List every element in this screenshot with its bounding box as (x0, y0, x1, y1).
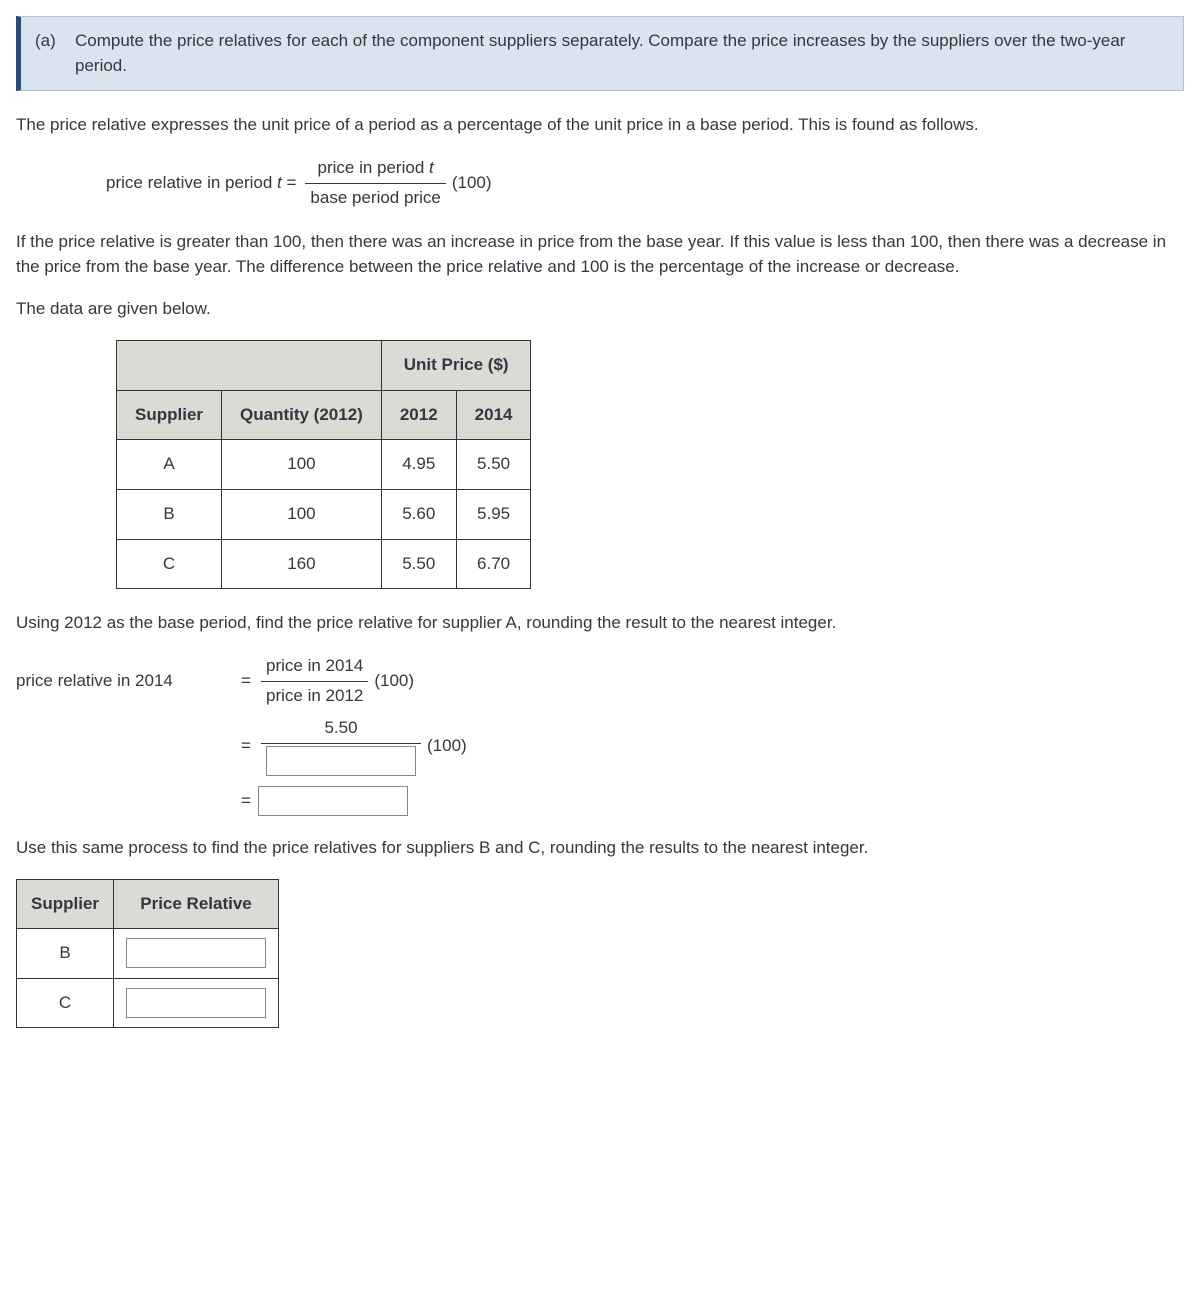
formula-lhs-prefix: price relative in period (106, 173, 277, 192)
data-table: Unit Price ($) Supplier Quantity (2012) … (116, 340, 531, 589)
paragraph-4: Using 2012 as the base period, find the … (16, 611, 1184, 636)
table-row: A 100 4.95 5.50 (117, 440, 531, 490)
formula-numerator: price in period t (313, 156, 439, 183)
col-price-relative: Price Relative (114, 879, 279, 929)
equation-supplier-a: price relative in 2014 = price in 2014 p… (16, 654, 1184, 816)
cell: 160 (222, 539, 382, 589)
col-2012: 2012 (381, 390, 456, 440)
question-text: Compute the price relatives for each of … (75, 29, 1169, 78)
result-input-a[interactable] (258, 786, 408, 816)
formula-num-var: t (429, 158, 434, 177)
formula-denominator: base period price (305, 183, 445, 211)
eq-lhs: price relative in 2014 (16, 669, 234, 694)
formula-lhs-suffix: = (282, 173, 297, 192)
cell: 100 (222, 440, 382, 490)
table-blank-header (117, 341, 382, 391)
formula-fraction: price in period t base period price (305, 156, 445, 210)
cell: 6.70 (456, 539, 531, 589)
formula-price-relative: price relative in period t = price in pe… (106, 156, 1184, 210)
table-row: B (17, 929, 279, 979)
cell: 5.60 (381, 490, 456, 540)
equals-sign: = (234, 669, 258, 694)
question-box: (a) Compute the price relatives for each… (16, 16, 1184, 91)
cell: B (17, 929, 114, 979)
eq-fraction-2: 5.50 (261, 716, 421, 776)
question-label: (a) (35, 29, 75, 78)
eq-num: price in 2014 (261, 654, 368, 681)
result-table: Supplier Price Relative B C (16, 879, 279, 1029)
cell: 5.50 (381, 539, 456, 589)
cell: 100 (222, 490, 382, 540)
eq-den: price in 2012 (261, 681, 368, 709)
table-span-header: Unit Price ($) (381, 341, 531, 391)
cell-input (114, 978, 279, 1028)
result-input-c[interactable] (126, 988, 266, 1018)
cell: 5.50 (456, 440, 531, 490)
col-quantity: Quantity (2012) (222, 390, 382, 440)
cell: C (117, 539, 222, 589)
cell: C (17, 978, 114, 1028)
cell: 5.95 (456, 490, 531, 540)
formula-num-prefix: price in period (318, 158, 430, 177)
eq-tail: (100) (427, 734, 467, 759)
cell: 4.95 (381, 440, 456, 490)
table-row: C 160 5.50 6.70 (117, 539, 531, 589)
equals-sign: = (234, 734, 258, 759)
eq-den-input-wrap (261, 743, 421, 776)
paragraph-1: The price relative expresses the unit pr… (16, 113, 1184, 138)
table-row: B 100 5.60 5.95 (117, 490, 531, 540)
paragraph-3: The data are given below. (16, 297, 1184, 322)
cell: B (117, 490, 222, 540)
formula-tail: (100) (452, 171, 492, 196)
paragraph-5: Use this same process to find the price … (16, 836, 1184, 861)
col-supplier: Supplier (117, 390, 222, 440)
eq-num-val: 5.50 (319, 716, 362, 743)
formula-lhs: price relative in period t = (106, 171, 296, 196)
cell-input (114, 929, 279, 979)
table-row: C (17, 978, 279, 1028)
equals-sign: = (234, 789, 258, 814)
denominator-input[interactable] (266, 746, 416, 776)
eq-tail: (100) (374, 669, 414, 694)
col-2014: 2014 (456, 390, 531, 440)
cell: A (117, 440, 222, 490)
result-input-b[interactable] (126, 938, 266, 968)
col-supplier: Supplier (17, 879, 114, 929)
eq-fraction-1: price in 2014 price in 2012 (261, 654, 368, 708)
paragraph-2: If the price relative is greater than 10… (16, 230, 1184, 279)
